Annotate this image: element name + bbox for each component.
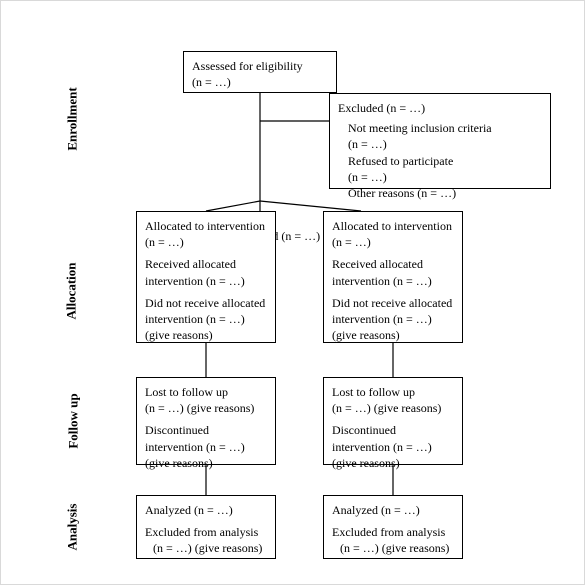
text: Did not receive allocated intervention (…: [145, 295, 267, 327]
text: (give reasons): [332, 327, 454, 343]
box-excluded: Excluded (n = …) Not meeting inclusion c…: [329, 93, 551, 189]
label-followup: Follow up: [66, 393, 82, 448]
box-alloc-right: Allocated to intervention (n = …) Receiv…: [323, 211, 463, 343]
text: (n = …): [338, 169, 542, 185]
text: Lost to follow up: [332, 384, 454, 400]
box-alloc-left: Allocated to intervention (n = …) Receiv…: [136, 211, 276, 343]
box-fu-right: Lost to follow up (n = …) (give reasons)…: [323, 377, 463, 465]
text: Lost to follow up: [145, 384, 267, 400]
text: Analyzed (n = …): [145, 502, 267, 518]
text: Excluded from analysis: [332, 524, 454, 540]
text: (n = …): [192, 75, 231, 89]
text: Did not receive allocated intervention (…: [332, 295, 454, 327]
text: Other reasons (n = …): [338, 185, 542, 201]
text: Allocated to intervention (n = …): [145, 218, 267, 250]
box-an-left: Analyzed (n = …) Excluded from analysis …: [136, 495, 276, 559]
text: Discontinued intervention (n = …) (give …: [332, 422, 454, 471]
text: Discontinued intervention (n = …) (give …: [145, 422, 267, 471]
text: (n = …) (give reasons): [332, 400, 454, 416]
text: Excluded from analysis: [145, 524, 267, 540]
text: (n = …) (give reasons): [145, 400, 267, 416]
text: Received allocated intervention (n = …): [145, 256, 267, 288]
text: Allocated to intervention (n = …): [332, 218, 454, 250]
box-randomized: ed (n = …): [267, 229, 327, 244]
text: Excluded (n = …): [338, 100, 542, 116]
text: Analyzed (n = …): [332, 502, 454, 518]
box-an-right: Analyzed (n = …) Excluded from analysis …: [323, 495, 463, 559]
text: Refused to participate: [338, 153, 542, 169]
label-analysis: Analysis: [64, 504, 80, 551]
text: (give reasons): [145, 327, 267, 343]
box-assessed: Assessed for eligibility (n = …): [183, 51, 337, 93]
text: (n = …) (give reasons): [145, 540, 267, 556]
text: (n = …) (give reasons): [332, 540, 454, 556]
text: Received allocated intervention (n = …): [332, 256, 454, 288]
text: Not meeting inclusion criteria: [338, 120, 542, 136]
text: (n = …): [338, 136, 542, 152]
label-enrollment: Enrollment: [65, 87, 81, 150]
label-allocation: Allocation: [64, 262, 80, 319]
text: Assessed for eligibility: [192, 59, 303, 73]
box-fu-left: Lost to follow up (n = …) (give reasons)…: [136, 377, 276, 465]
